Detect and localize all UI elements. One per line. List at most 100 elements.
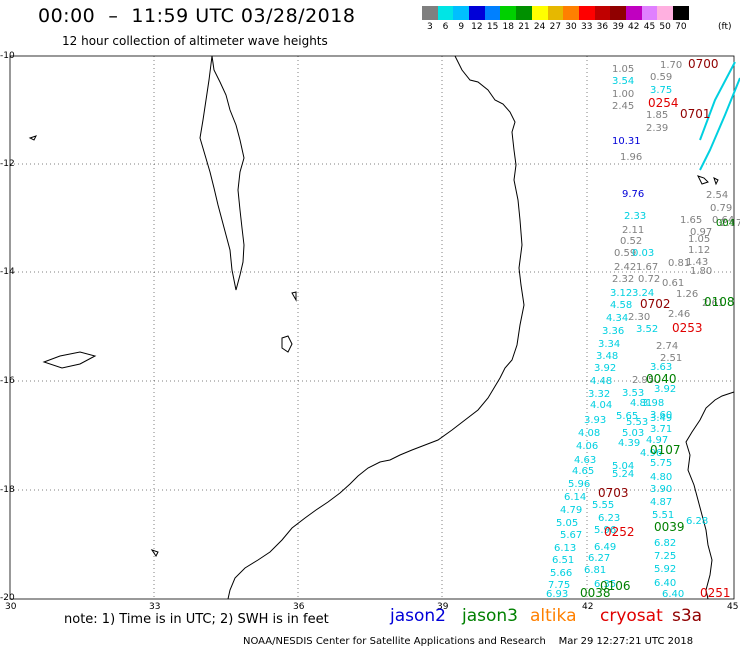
wave-height-label: 2.61 <box>702 298 724 309</box>
wave-height-labels: 1.05 1.70 0700 3.54 0.59 1.00 3.75 2.45 02541.85… <box>546 57 740 600</box>
footer-note: note: 1) Time is in UTC; 2) SWH is in fe… <box>64 612 329 627</box>
lake-cahora-bassa <box>150 549 159 557</box>
wave-height-label: 6.27 <box>588 553 610 564</box>
wave-height-label: 0252 <box>604 525 635 539</box>
wave-height-label: 5.67 <box>560 530 582 541</box>
lon-tick: 36 <box>293 602 305 612</box>
wave-height-label: 4.87 <box>650 497 672 508</box>
colorbar-swatch <box>547 6 564 20</box>
wave-height-label: 5.24 <box>612 469 634 480</box>
wave-height-label: 4.96 <box>640 448 662 459</box>
wave-height-label: 0106 <box>600 579 631 593</box>
colorbar-label: 42 <box>628 22 640 32</box>
wave-height-label: 6.13 <box>554 543 576 554</box>
wave-height-label: 5.92 <box>654 564 676 575</box>
wave-height-label: 3.24 <box>632 288 654 299</box>
colorbar-swatch <box>500 6 517 20</box>
colorbar-label: 27 <box>549 22 562 32</box>
wave-height-label: 5.55 <box>592 500 614 511</box>
colorbar-labels: 3 6 9 12 15 18 21 24 27 30 33 36 39 42 45 50 70 <box>422 22 689 32</box>
wave-height-label: 6.81 <box>584 565 606 576</box>
lat-tick: -20 <box>0 593 15 603</box>
wave-height-label: 0.79 <box>710 203 732 214</box>
wave-height-label: 5.03 <box>622 428 644 439</box>
wave-height-label: 0700 <box>688 57 719 71</box>
colorbar-label: 9 <box>458 22 465 32</box>
wave-height-label: 1.05 <box>612 64 634 75</box>
wave-height-label: 3.36 <box>602 326 624 337</box>
wave-height-label: 3.53 <box>622 388 644 399</box>
colorbar-label: 39 <box>612 22 624 32</box>
wave-height-label: 3.93 <box>584 415 606 426</box>
map-subtitle: 12 hour collection of altimeter wave hei… <box>62 34 328 48</box>
wave-height-label: 0.81 <box>668 258 690 269</box>
wave-height-label: 0.59 <box>614 248 636 259</box>
legend-cryosat: cryosat <box>600 606 663 626</box>
wave-height-label: 0038 <box>580 586 611 600</box>
colorbar-label: 24 <box>533 22 546 32</box>
wave-height-label: 0254 <box>648 96 679 110</box>
wave-height-label: 1.00 <box>612 89 634 100</box>
wave-height-label: 0039 <box>654 520 685 534</box>
wave-height-label: 7.25 <box>654 551 676 562</box>
lake-bangweulu <box>42 351 97 369</box>
wave-height-label: 6.93 <box>546 589 568 600</box>
wave-height-label: 3.52 <box>636 324 658 335</box>
wave-height-label: 0.72 <box>638 274 660 285</box>
wave-height-label: 4.81 <box>630 398 652 409</box>
lake-malawi <box>199 55 245 291</box>
lat-tick: -10 <box>0 51 15 61</box>
jason3-track <box>699 77 740 171</box>
lat-tick: -14 <box>0 267 15 277</box>
colorbar-swatch <box>453 6 470 20</box>
credit-line: NOAA/NESDIS Center for Satellite Applica… <box>243 636 694 647</box>
colorbar-swatch <box>484 6 501 20</box>
colorbar-unit: (ft) <box>718 22 732 32</box>
colorbar-swatch <box>578 6 595 20</box>
wave-height-label: 2.54 <box>706 190 728 201</box>
wave-height-label: 6.40 <box>654 578 676 589</box>
wave-height-label: 5.05 <box>556 518 578 529</box>
wave-height-label: 0251 <box>700 586 731 600</box>
wave-height-label: 2.30 <box>628 312 650 323</box>
wave-height-label: 7.75 <box>548 580 570 591</box>
comoros-island <box>697 175 709 185</box>
lat-tick: -12 <box>0 159 15 169</box>
wave-height-label: 4.34 <box>606 313 628 324</box>
colorbar-label: 18 <box>502 22 514 32</box>
lon-tick: 39 <box>437 602 449 612</box>
wave-height-label: 2.42 <box>614 262 636 273</box>
lon-tick: 45 <box>727 602 739 612</box>
map-frame <box>9 55 735 600</box>
wave-height-label: 5.75 <box>650 458 672 469</box>
wave-height-label: 3.12 <box>610 288 632 299</box>
wave-height-label: 2.39 <box>646 123 668 134</box>
wave-height-label: 2.45 <box>612 101 634 112</box>
wave-height-label: 9.76 <box>622 189 644 200</box>
colorbar-swatch <box>563 6 579 20</box>
wave-height-label: 1.96 <box>620 152 642 163</box>
colorbar-swatch <box>657 6 673 20</box>
wave-height-label: 2.51 <box>660 353 682 364</box>
wave-height-label: 4.39 <box>618 438 640 449</box>
wave-height-label: 4.58 <box>610 300 632 311</box>
comoros-island-2 <box>713 177 719 186</box>
small-lake <box>291 291 297 302</box>
wave-height-label: 0703 <box>598 486 629 500</box>
wave-height-label: 3.60 <box>650 410 672 421</box>
wave-height-label: 0253 <box>672 321 703 335</box>
wave-height-label: 1.65 <box>680 215 702 226</box>
wave-height-label: 3.48 <box>596 351 618 362</box>
wave-height-label: 4.48 <box>590 376 612 387</box>
wave-height-label: 0107 <box>650 443 681 457</box>
legend-jason3: jason3 <box>462 606 518 626</box>
wave-height-label: 4.06 <box>576 441 598 452</box>
wave-height-label: 0040 <box>646 372 677 386</box>
colorbar-swatch <box>469 6 485 20</box>
wave-height-label: 2.11 <box>622 225 644 236</box>
colorbar <box>422 6 689 20</box>
wave-height-label: 0.61 <box>662 278 684 289</box>
colorbar-label: 50 <box>659 22 671 32</box>
colorbar-label: 30 <box>565 22 577 32</box>
